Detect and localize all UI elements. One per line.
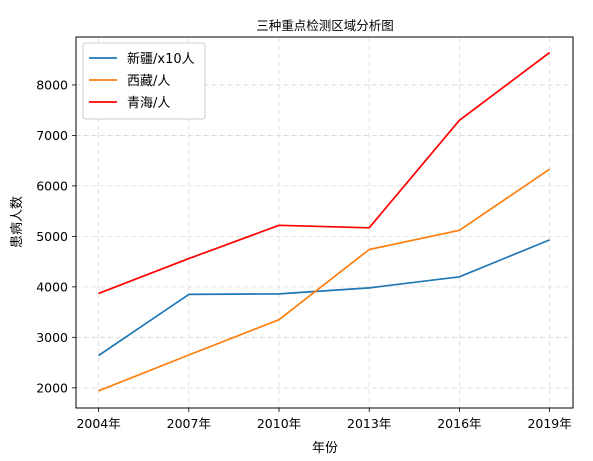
chart-title: 三种重点检测区域分析图 [256, 18, 394, 33]
x-axis-title: 年份 [312, 441, 338, 456]
legend-box [82, 42, 206, 120]
plot-frame [75, 36, 574, 409]
y-tick-label: 7000 [36, 128, 68, 143]
series-line-1 [98, 239, 550, 357]
y-tick-label: 8000 [36, 77, 68, 92]
y-axis-title: 患病人数 [10, 196, 25, 248]
legend-label: 新疆/x10人 [127, 51, 195, 67]
x-tick-label: 2004年 [76, 416, 120, 431]
x-tick-label: 2013年 [347, 416, 391, 431]
x-tick-label: 2019年 [527, 416, 571, 431]
y-tick-label: 3000 [36, 330, 68, 345]
legend-label: 西藏/人 [127, 74, 170, 89]
y-tick-label: 4000 [36, 279, 68, 294]
y-tick-label: 2000 [36, 380, 68, 395]
y-tick-label: 5000 [36, 229, 68, 244]
series-lines [98, 51, 551, 392]
series-line-2 [98, 168, 551, 392]
series-line-3 [98, 51, 551, 295]
y-tick-label: 6000 [36, 178, 68, 193]
axes: 2004年 2007年 2010年 2013年 2016年 2019年 2000 3000 40… [36, 77, 572, 431]
x-tick-label: 2010年 [257, 416, 301, 431]
x-tick-label: 2016年 [437, 416, 481, 431]
x-tick-label: 2007年 [167, 416, 211, 431]
legend-label: 青海/人 [127, 96, 170, 111]
